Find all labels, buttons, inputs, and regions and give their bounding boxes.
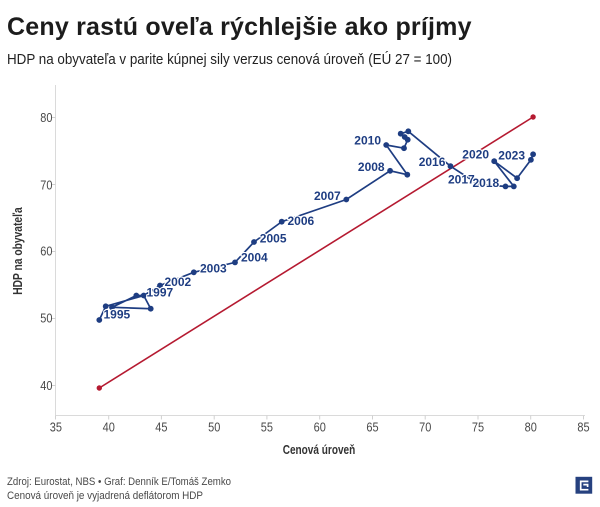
svg-text:2020: 2020	[462, 148, 489, 162]
svg-text:2007: 2007	[314, 189, 341, 203]
svg-text:75: 75	[472, 421, 484, 435]
svg-text:2018: 2018	[472, 176, 499, 190]
svg-text:2017: 2017	[448, 173, 475, 187]
svg-text:60: 60	[40, 245, 52, 259]
svg-text:80: 80	[525, 421, 537, 435]
svg-text:60: 60	[314, 421, 326, 435]
svg-text:45: 45	[155, 421, 167, 435]
svg-text:2010: 2010	[354, 134, 381, 148]
svg-text:80: 80	[40, 111, 52, 125]
svg-text:70: 70	[419, 421, 431, 435]
svg-text:2006: 2006	[288, 214, 315, 228]
svg-text:2004: 2004	[241, 250, 268, 264]
svg-text:HDP na obyvateľa: HDP na obyvateľa	[11, 206, 25, 294]
svg-text:1997: 1997	[147, 286, 174, 300]
svg-text:2005: 2005	[260, 231, 287, 245]
svg-text:50: 50	[208, 421, 220, 435]
svg-text:50: 50	[40, 312, 52, 326]
svg-text:70: 70	[40, 178, 52, 192]
svg-text:40: 40	[103, 421, 115, 435]
svg-text:2008: 2008	[358, 160, 385, 174]
svg-text:35: 35	[50, 421, 62, 435]
svg-text:1995: 1995	[104, 308, 131, 322]
svg-text:55: 55	[261, 421, 273, 435]
svg-text:85: 85	[577, 421, 589, 435]
svg-text:65: 65	[366, 421, 378, 435]
svg-text:40: 40	[40, 379, 52, 393]
svg-text:2023: 2023	[498, 148, 525, 162]
svg-text:2016: 2016	[419, 155, 446, 169]
svg-text:2002: 2002	[165, 275, 192, 289]
svg-text:Cenová úroveň: Cenová úroveň	[283, 443, 356, 457]
svg-text:2003: 2003	[200, 262, 227, 276]
